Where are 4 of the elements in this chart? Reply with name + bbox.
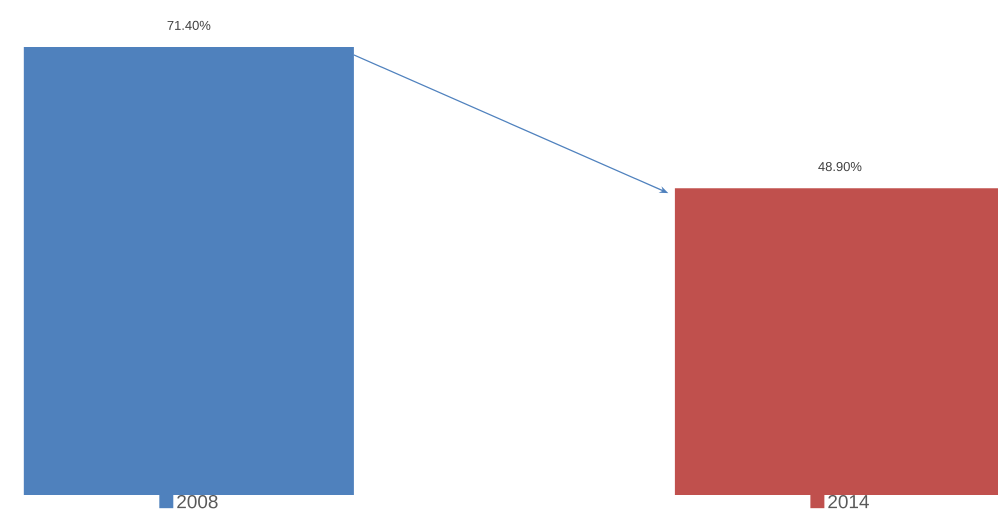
data-label: 48.90% xyxy=(818,162,862,172)
x-tick-label: 2014 xyxy=(828,494,869,508)
x-tick-label: 2008 xyxy=(177,494,218,508)
data-label: 71.40% xyxy=(168,20,210,30)
